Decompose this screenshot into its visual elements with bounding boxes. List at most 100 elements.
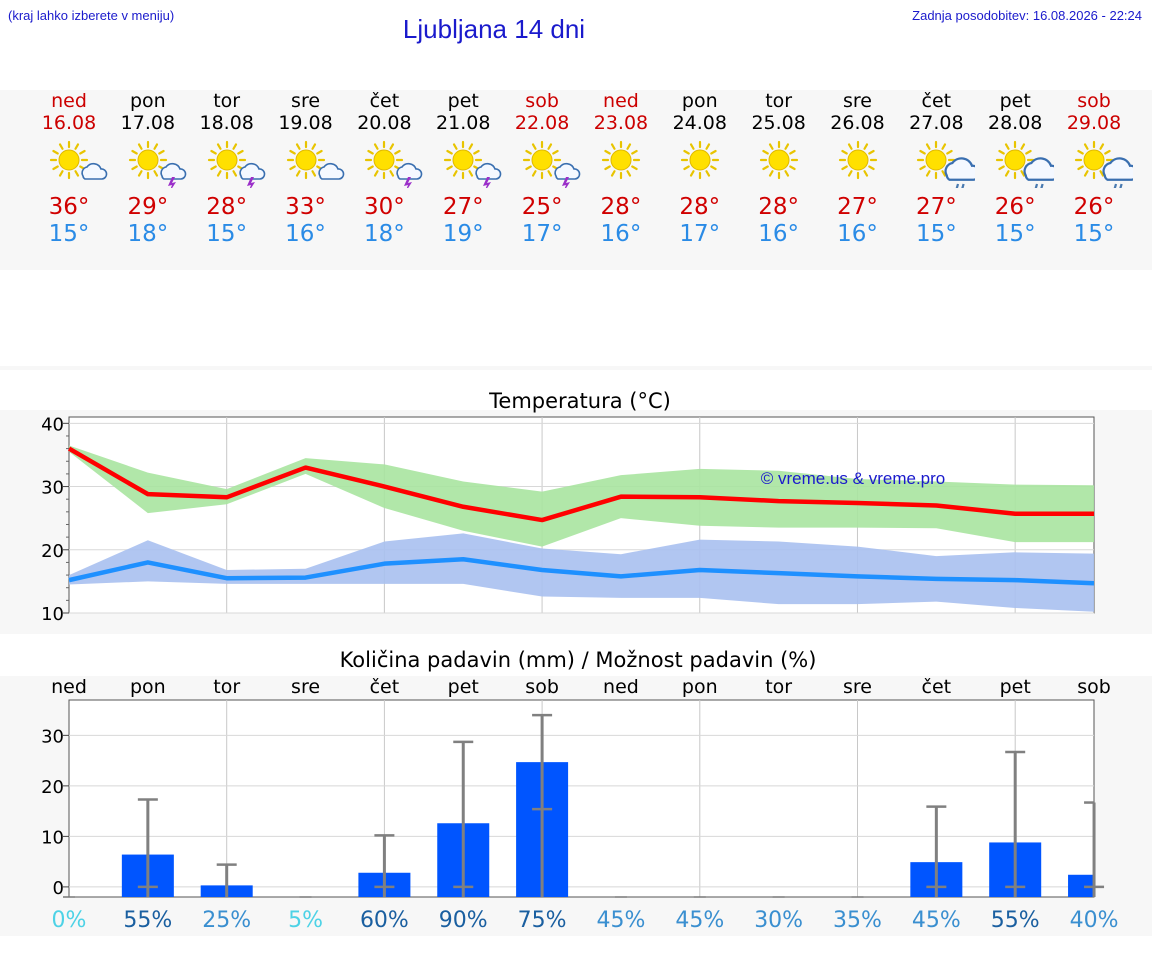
sun-storm-icon [128,140,187,193]
day-date: 18.08 [199,112,254,134]
day-name: sob [525,90,559,112]
probability-label: 45% [675,908,724,933]
probability-label: 45% [596,908,645,933]
probability-label: 75% [518,908,567,933]
day-date: 23.08 [593,112,649,134]
max-temperature: 33° [285,194,326,220]
min-temperature: 15° [915,221,957,247]
sun-storm-icon [444,140,502,193]
day-date: 17.08 [120,112,176,134]
sun-rain-icon [917,140,982,195]
y-tick-label: 0 [53,878,64,899]
min-temperature: 17° [521,221,563,247]
day-date: 19.08 [278,112,333,134]
forecast-day: ned 23.08 28° 16° [582,90,660,248]
day-name: sob [1077,90,1111,112]
max-temperature: 36° [48,194,90,220]
weekday-label: ned [51,676,87,698]
probability-label: 0% [52,908,87,933]
weekday-label: pon [682,676,718,698]
weekday-label: pet [448,676,479,698]
min-temperature: 15° [1073,221,1115,247]
forecast-day: sob 29.08 26° 15° [1055,90,1139,248]
sun-icon [601,140,641,180]
max-temperature: 28° [758,194,800,220]
page-title: Ljubljana 14 dni [402,14,586,44]
day-name: pet [999,90,1031,112]
precipitation-bars [63,713,1105,898]
day-name: tor [765,90,793,112]
max-temperature-line [67,446,1094,523]
forecast-day: pet 28.08 26° 15° [976,90,1061,248]
min-temperature: 15° [994,221,1036,247]
day-date: 20.08 [357,112,412,134]
y-tick-label: 30 [41,478,64,499]
day-date: 25.08 [751,112,806,134]
sun-storm-icon [522,140,581,193]
min-temperature: 19° [442,221,484,247]
sun-storm-icon [365,140,423,193]
probability-label: 25% [202,908,251,933]
day-name: tor [213,90,241,112]
forecast-day: sre 26.08 27° 16° [819,90,897,248]
day-date: 29.08 [1066,112,1122,134]
max-temperature: 28° [600,194,642,220]
watermark: © vreme.us & vreme.pro [761,469,945,488]
day-name: čet [921,90,952,112]
weekday-label: sre [843,676,872,698]
max-temperature: 28° [679,194,721,220]
max-temperature: 27° [837,194,878,220]
day-date: 24.08 [672,112,727,134]
forecast-day: tor 25.08 28° 16° [740,90,818,248]
probability-label: 60% [360,908,409,933]
sun-cloud-icon [49,140,108,180]
forecast-day: sre 19.08 33° 16° [267,90,345,248]
y-tick-label: 10 [41,827,64,848]
max-temperature: 30° [364,194,405,220]
probability-label: 35% [833,908,882,933]
min-temperature: 18° [127,221,169,247]
min-temperature: 16° [837,221,878,247]
forecast-day: pet 21.08 27° 19° [424,90,502,248]
forecast-day: čet 27.08 27° 15° [897,90,982,248]
probability-label: 45% [912,908,961,933]
day-name: pon [129,90,166,112]
probability-label: 40% [1070,908,1119,933]
max-temperature: 27° [915,194,957,220]
sun-cloud-icon [286,140,344,180]
day-name: pet [447,90,479,112]
precipitation-weekday-labels: ned pon tor sre čet pet sob ned pon tor sre čet pet s… [51,676,1111,698]
weekday-label: sob [525,676,559,698]
weekday-label: sob [1077,676,1111,698]
min-temperature: 16° [285,221,326,247]
day-date: 26.08 [830,112,885,134]
day-date: 21.08 [436,112,491,134]
region-hint: (kraj lahko izberete v meniju) [8,8,175,23]
weekday-label: sre [291,676,320,698]
day-date: 22.08 [514,112,570,134]
min-temperature: 16° [758,221,800,247]
forecast-day: pon 17.08 29° 18° [109,90,187,248]
forecast-day: tor 18.08 28° 15° [188,90,266,248]
forecast-day: sob 22.08 25° 17° [503,90,581,248]
max-temperature: 25° [521,194,563,220]
precipitation-chart-title: Količina padavin (mm) / Možnost padavin … [340,648,817,672]
weekday-label: pet [1000,676,1031,698]
last-updated: Zadnja posodobitev: 16.08.2026 - 22:24 [912,8,1142,23]
sun-icon [759,140,798,180]
max-temperature: 28° [206,194,248,220]
weekday-label: tor [765,676,792,698]
day-date: 28.08 [987,112,1043,134]
min-temperature: 16° [600,221,642,247]
temperature-series [67,445,1095,612]
sun-icon [838,140,877,180]
day-name: sre [843,90,872,112]
y-tick-label: 40 [41,414,64,435]
min-temperature: 15° [48,221,90,247]
precipitation-y-axis: 0 10 20 30 [41,726,69,899]
day-name: čet [369,90,400,112]
day-name: pon [681,90,718,112]
y-tick-label: 10 [41,604,64,625]
max-temperature: 27° [442,194,484,220]
